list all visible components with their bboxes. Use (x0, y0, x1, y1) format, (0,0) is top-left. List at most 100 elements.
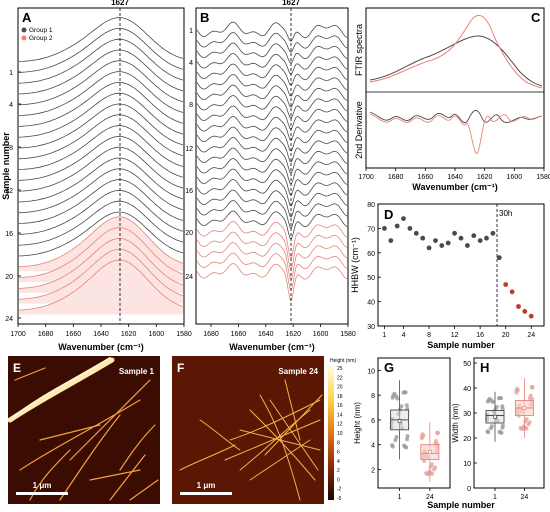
panel-e-scale-label: 1 μm (33, 481, 52, 490)
panel-d-points (382, 216, 534, 319)
panel-d-ytick-label: 80 (367, 202, 375, 209)
panel-f-scale-bar (180, 492, 232, 495)
colorbar-tick-label: 20 (337, 385, 343, 391)
box-point (487, 397, 492, 401)
panel-b-ytick-label: 12 (185, 146, 193, 153)
panel-c-label-bottom: 2nd Derivative (354, 101, 364, 159)
box-ytick-label: 6 (371, 418, 375, 425)
panel-d-ylabel: HHBW (cm⁻¹) (350, 237, 360, 293)
panel-g-letter: G (384, 360, 394, 375)
panel-h-ylabel: Width (nm) (451, 403, 460, 442)
panel-a-top-label: 1627 (111, 0, 129, 7)
box-point (485, 429, 490, 434)
panel-c-ftir-group2 (369, 14, 543, 89)
spectrum-a-line (18, 227, 184, 278)
panel-a-ytick-label: 8 (9, 145, 13, 152)
panel-b-xtick-label: 1640 (258, 331, 274, 338)
panel-b-xlabel: Wavenumber (cm⁻¹) (229, 342, 314, 352)
panel-d-xtick-label: 20 (502, 332, 510, 339)
panel-b-xtick-label: 1620 (285, 331, 301, 338)
box-point (488, 426, 493, 431)
panel-c-xtick-label: 1580 (536, 174, 550, 181)
panel-e: E Sample 1 1 μm (7, 356, 160, 504)
panel-b-ytick-label: 8 (189, 102, 193, 109)
panel-d-ytick-label: 50 (367, 275, 375, 282)
box-point (499, 430, 504, 435)
panel-d-point (471, 233, 477, 239)
panel-h: H 0 10 20 30 40 50 1 24 Width (nm) (451, 357, 545, 501)
spectrum-a-line (18, 135, 184, 181)
box-point (422, 459, 427, 463)
box-point (515, 388, 520, 393)
colorbar-tick-label: 6 (337, 450, 340, 456)
panel-c-label-top: FTIR spectra (354, 24, 364, 76)
panel-a-letter: A (22, 10, 32, 25)
spectrum-b-line (196, 53, 348, 75)
panel-d-point (477, 238, 483, 244)
box-point (421, 433, 426, 438)
panel-c-xtick-label: 1680 (388, 174, 404, 181)
box-ytick-label: 40 (463, 386, 471, 393)
panel-a-ytick-label: 16 (5, 231, 13, 238)
spectrum-b-line (196, 137, 348, 163)
box-point (500, 423, 505, 428)
spectrum-a-line (18, 211, 184, 257)
panel-d-point (509, 289, 515, 295)
panel-d-point (439, 243, 445, 248)
panel-c-xtick-label: 1620 (477, 174, 493, 181)
panel-d-xtick-label: 16 (476, 332, 484, 339)
panel-a-xticks: 1700 1680 1660 1640 1620 1600 1580 (10, 324, 192, 338)
box-point (401, 390, 406, 395)
panel-b-xticks: 1680 1660 1640 1620 1600 1580 (203, 324, 356, 338)
box-point (393, 438, 398, 443)
spectrum-a-line (18, 38, 184, 84)
panel-g-boxes (389, 380, 440, 482)
box-point (518, 426, 523, 430)
colorbar-tick-label: 25 (337, 366, 343, 372)
box-point (430, 471, 434, 476)
panel-f-letter: F (177, 361, 184, 375)
panel-b-xtick-label: 1600 (313, 331, 329, 338)
spectrum-b-line (196, 126, 348, 152)
spectrum-b-line (196, 84, 348, 108)
colorbar-title: Height (nm) (330, 358, 356, 364)
box-point (390, 443, 395, 448)
spectrum-a-line (18, 179, 184, 224)
colorbar-tick-label: 18 (337, 394, 343, 400)
spectrum-a-line (18, 248, 184, 300)
panel-d-point (458, 235, 464, 241)
panel-a-ytick-label: 20 (5, 274, 13, 281)
box-ytick-label: 4 (371, 443, 375, 450)
panel-d-point (484, 235, 489, 241)
spectrum-b-line (196, 263, 348, 301)
colorbar-tick-label: 8 (337, 440, 340, 446)
colorbar-tick-label: 12 (337, 422, 343, 428)
spectrum-a-line (18, 81, 184, 127)
spectrum-a-line (18, 103, 184, 149)
panel-d-point (407, 226, 413, 231)
spectrum-b-line (196, 116, 348, 141)
colorbar (328, 366, 334, 500)
spectrum-b-line (196, 42, 348, 64)
panel-d-point (503, 282, 509, 287)
box-ytick-label: 10 (463, 461, 471, 468)
spectrum-fill (19, 260, 183, 315)
panel-d-xtick-label: 8 (427, 332, 431, 339)
spectrum-a-line (18, 27, 184, 73)
panel-a-xlabel: Wavenumber (cm⁻¹) (58, 342, 143, 352)
spectrum-b-line (196, 200, 348, 229)
panel-d-point (445, 240, 451, 246)
spectrum-a-line (18, 200, 184, 246)
panel-e-scale-bar (16, 492, 68, 495)
panel-d-xticks: 1 4 8 12 16 20 24 (382, 326, 535, 339)
panel-d-annotation: 30h (499, 209, 512, 218)
spectrum-a-line (18, 17, 184, 62)
colorbar-tick-label: 16 (337, 403, 343, 409)
box-point (404, 445, 409, 450)
box-point (424, 471, 429, 476)
panel-a-ytick-label: 12 (5, 188, 13, 195)
panel-d-point (426, 245, 432, 251)
panel-f-image (172, 356, 324, 504)
